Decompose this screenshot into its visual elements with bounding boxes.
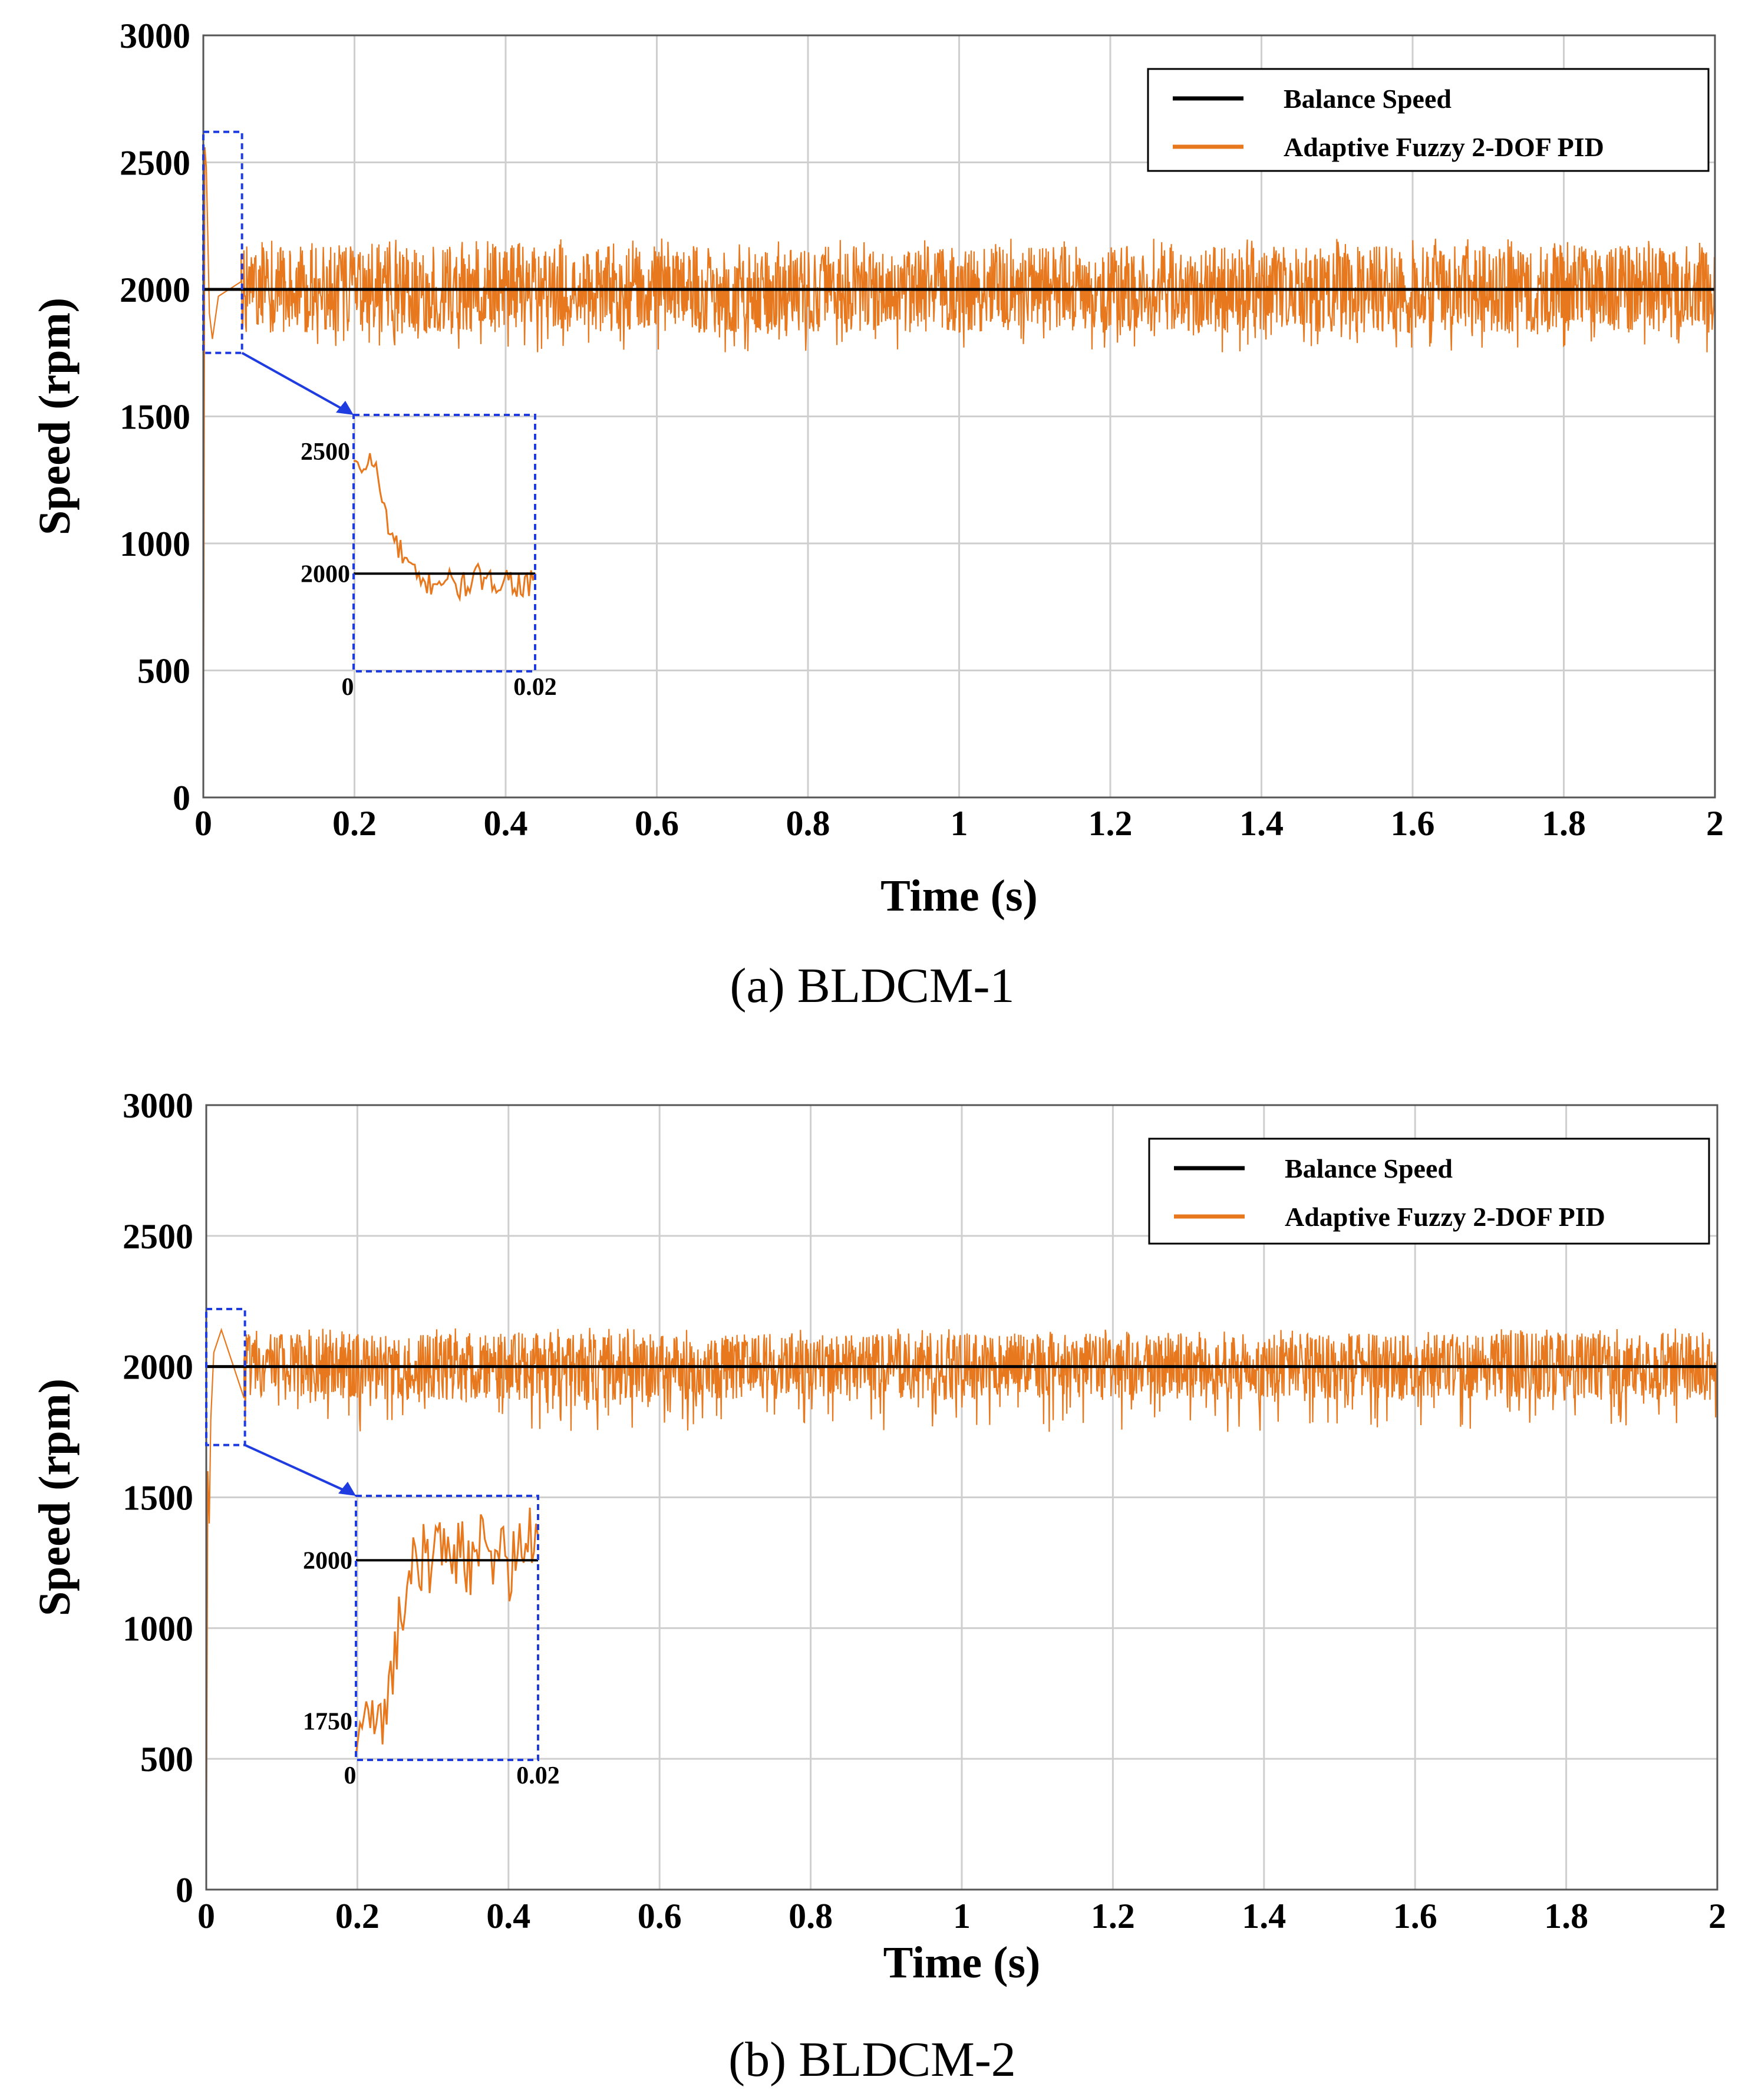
- x-tick-label: 1.8: [1542, 804, 1586, 843]
- x-tick-label: 0: [197, 1897, 215, 1936]
- x-tick-label: 1.4: [1239, 804, 1284, 843]
- y-tick-label: 1000: [120, 525, 190, 563]
- legend: Balance Speed Adaptive Fuzzy 2-DOF PID: [1148, 1138, 1710, 1245]
- y-tick-label: 2000: [123, 1348, 193, 1387]
- inset-series-line: [355, 1507, 539, 1755]
- y-axis-label: Speed (rpm): [30, 298, 80, 535]
- x-tick-label: 0.8: [786, 804, 830, 843]
- inset-y-tick-label: 2000: [301, 561, 350, 588]
- x-tick-label: 0.6: [635, 804, 679, 843]
- x-tick-label: 1.6: [1391, 804, 1435, 843]
- panel-caption: (b) BLDCM-2: [728, 2032, 1016, 2087]
- inset-y-tick-label: 2000: [303, 1547, 352, 1574]
- zoom-connector-arrow: [244, 1443, 352, 1495]
- chart-panel-a: 0 0.2 0.4 0.6 0.8 1 1.2 1.4 1.6 1.8 2 0 500 1000 1500 2…: [30, 17, 1724, 1013]
- legend-label: Adaptive Fuzzy 2-DOF PID: [1285, 1202, 1605, 1232]
- legend-box: [1147, 68, 1710, 172]
- y-tick-label: 0: [173, 779, 190, 817]
- x-tick-label: 1.6: [1393, 1897, 1437, 1936]
- chart-panel-b: 0 0.2 0.4 0.6 0.8 1 1.2 1.4 1.6 1.8 2 0 500 1000 1500 2…: [30, 1086, 1726, 2087]
- y-tick-label: 500: [137, 652, 190, 691]
- x-tick-label: 1.2: [1091, 1897, 1135, 1936]
- x-tick-label: 0.8: [789, 1897, 833, 1936]
- legend-label: Adaptive Fuzzy 2-DOF PID: [1284, 132, 1604, 162]
- zoom-inset: 1750 2000 0 0.02: [244, 1443, 560, 1789]
- plot-area-frame: [202, 34, 1716, 799]
- inset-y-tick-label: 2500: [301, 439, 350, 466]
- y-tick-label: 3000: [123, 1086, 193, 1125]
- x-axis-label: Time (s): [883, 1938, 1041, 1987]
- y-tick-label: 3000: [120, 17, 190, 55]
- legend-label: Balance Speed: [1285, 1153, 1453, 1183]
- y-tick-label: 0: [176, 1871, 193, 1910]
- x-tick-label: 0.4: [484, 804, 528, 843]
- x-tick-label: 0.2: [335, 1897, 380, 1936]
- x-tick-label: 0: [194, 804, 212, 843]
- zoom-region-box: [205, 1308, 246, 1446]
- zoom-arrowhead: [336, 401, 354, 415]
- inset-y-tick-label: 1750: [303, 1708, 352, 1735]
- plot-area-frame: [205, 1104, 1718, 1891]
- panel-caption: (a) BLDCM-1: [730, 958, 1015, 1013]
- y-tick-label: 2000: [120, 271, 190, 309]
- inset-x-tick-label: 0.02: [513, 674, 557, 701]
- inset-frame: [355, 1495, 539, 1761]
- x-tick-label: 1.4: [1242, 1897, 1286, 1936]
- y-tick-label: 1000: [123, 1609, 193, 1648]
- inset-series-line: [353, 453, 536, 602]
- legend-label: Balance Speed: [1284, 84, 1452, 114]
- x-tick-label: 0.2: [332, 804, 377, 843]
- legend: Balance Speed Adaptive Fuzzy 2-DOF PID: [1147, 68, 1710, 172]
- inset-frame: [352, 414, 536, 672]
- legend-box: [1148, 1138, 1710, 1245]
- x-tick-label: 0.4: [486, 1897, 530, 1936]
- y-tick-label: 1500: [120, 398, 190, 437]
- y-tick-label: 2500: [120, 144, 190, 183]
- zoom-inset: 2000 2500 0 0.02: [241, 352, 557, 701]
- x-tick-label: 0.6: [638, 1897, 682, 1936]
- y-tick-label: 1500: [123, 1479, 193, 1518]
- zoom-connector-arrow: [241, 352, 349, 414]
- series-line-adaptive-fuzzy-pid: [205, 1327, 1718, 1890]
- y-tick-label: 500: [140, 1740, 193, 1779]
- inset-x-tick-label: 0: [344, 1762, 357, 1789]
- x-tick-label: 2: [1706, 804, 1724, 843]
- x-tick-label: 1.2: [1088, 804, 1133, 843]
- inset-x-tick-label: 0: [342, 674, 354, 701]
- zoom-region-box: [202, 130, 243, 354]
- x-tick-label: 1: [953, 1897, 971, 1936]
- x-axis-label: Time (s): [880, 871, 1038, 921]
- x-tick-label: 1.8: [1544, 1897, 1588, 1936]
- series-line-adaptive-fuzzy-pid: [202, 147, 1716, 798]
- x-tick-label: 2: [1708, 1897, 1726, 1936]
- y-tick-label: 2500: [123, 1217, 193, 1256]
- inset-x-tick-label: 0.02: [516, 1762, 560, 1789]
- x-tick-label: 1: [951, 804, 968, 843]
- y-axis-label: Speed (rpm): [30, 1379, 80, 1616]
- zoom-arrowhead: [338, 1482, 356, 1496]
